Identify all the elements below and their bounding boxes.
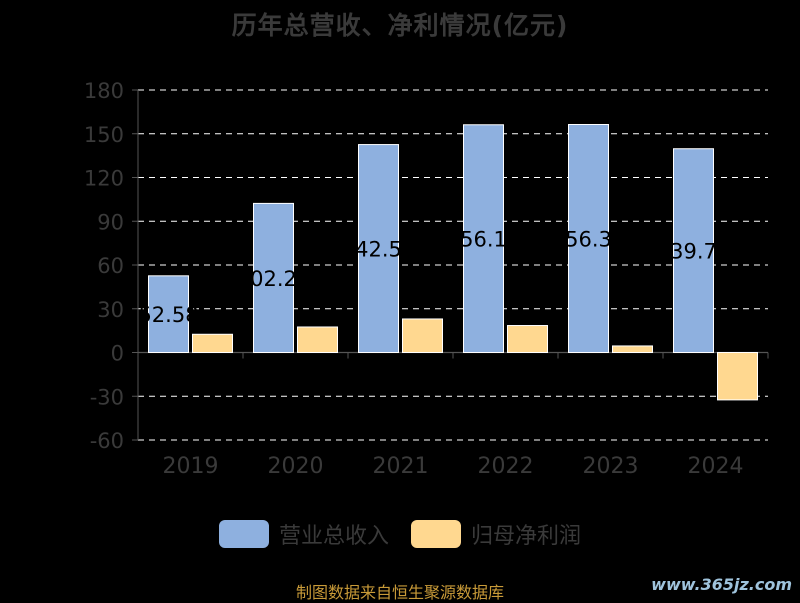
bar-revenue[interactable] [568, 124, 609, 353]
bar-revenue[interactable] [673, 148, 714, 353]
bar-value-label: 102.24 [237, 267, 310, 291]
bar-value-label: 156.16 [447, 228, 520, 252]
bar-value-label: 52.58 [138, 303, 198, 327]
bar-revenue[interactable] [253, 202, 294, 353]
y-tick-label: 120 [84, 167, 124, 191]
x-tick-label: 2022 [478, 454, 534, 479]
x-tick-label: 2020 [268, 454, 324, 479]
watermark: www.365jz.com [651, 575, 792, 594]
axes: 180 150 120 90 60 30 0 -30 -60 2019 2020 2021 2022 20… [84, 79, 769, 479]
legend-label-revenue: 营业总收入 [278, 524, 389, 549]
bar-net-profit[interactable] [507, 325, 548, 354]
y-tick-label: -30 [90, 385, 124, 409]
legend-item-net-profit[interactable]: 归母净利润 [411, 518, 581, 550]
x-tick-label: 2021 [373, 454, 429, 479]
legend-swatch-revenue [218, 520, 269, 548]
bar-net-profit[interactable] [717, 352, 758, 401]
bar-net-profit[interactable] [402, 318, 443, 354]
y-tick-label: -60 [90, 429, 124, 453]
y-tick-label: 180 [84, 79, 124, 103]
legend-swatch-net-profit [411, 520, 461, 548]
legend-label-net-profit: 归母净利润 [471, 524, 582, 549]
bar-net-profit[interactable] [612, 345, 653, 353]
bar-value-label: 139.73 [657, 240, 730, 264]
x-tick-label: 2023 [583, 454, 639, 479]
bar-revenue[interactable] [463, 124, 504, 354]
data-labels: 52.58 102.24 142.58 156.16 156.34 139.73 [138, 228, 730, 328]
x-tick-label: 2024 [688, 454, 744, 479]
legend: 营业总收入 归母净利润 [0, 518, 800, 550]
bars [148, 124, 758, 401]
bar-revenue[interactable] [148, 275, 189, 353]
y-tick-label: 30 [97, 298, 124, 322]
y-tick-label: 60 [97, 254, 124, 278]
bar-value-label: 156.34 [552, 228, 625, 252]
bar-revenue[interactable] [358, 144, 399, 353]
bar-net-profit[interactable] [297, 326, 338, 353]
y-tick-label: 0 [111, 342, 124, 366]
bar-value-label: 142.58 [342, 238, 415, 262]
y-tick-label: 150 [84, 123, 124, 147]
y-tick-label: 90 [97, 210, 124, 234]
chart-title: 历年总营收、净利情况(亿元) [231, 11, 569, 40]
x-tick-label: 2019 [163, 454, 219, 479]
legend-item-revenue[interactable]: 营业总收入 [218, 518, 389, 550]
bar-net-profit[interactable] [192, 333, 233, 354]
data-source-note: 制图数据来自恒生聚源数据库 [295, 583, 504, 602]
